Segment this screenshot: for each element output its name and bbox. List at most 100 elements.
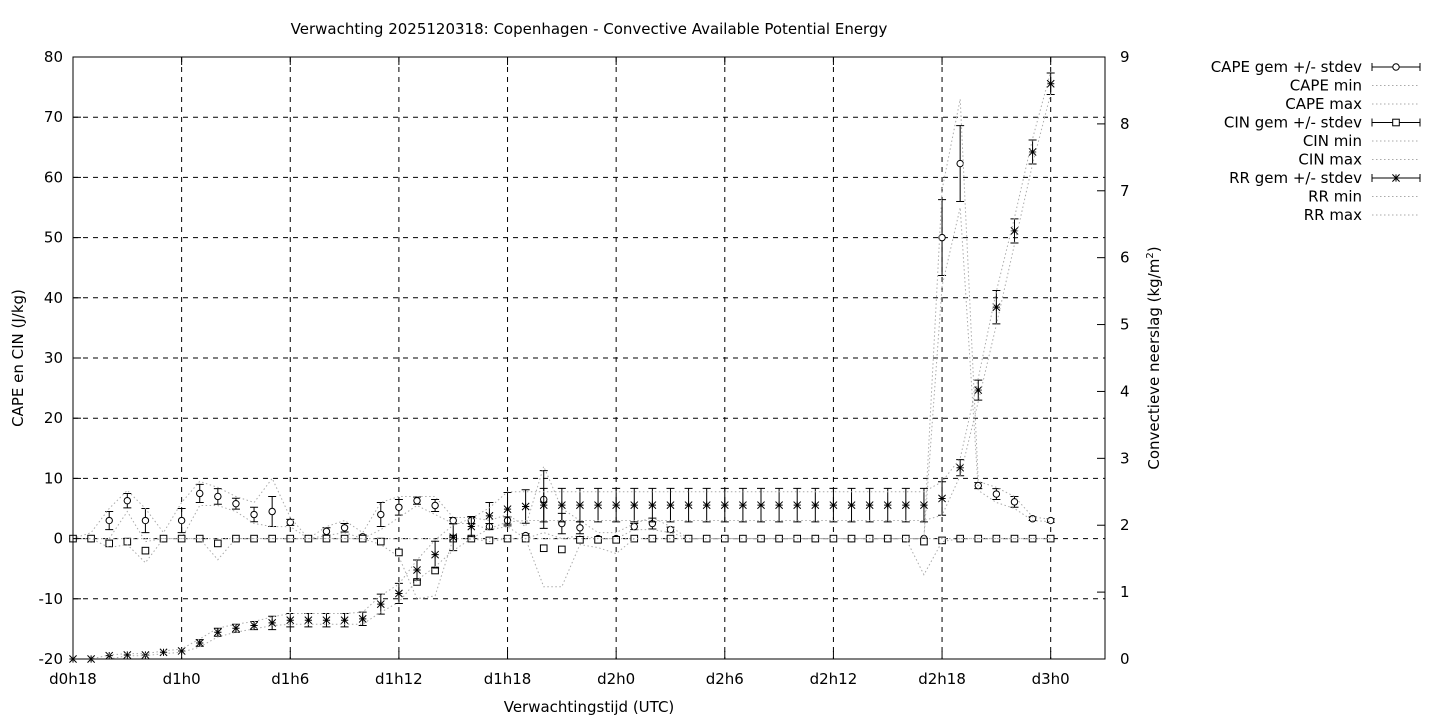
data-point-star: [630, 501, 639, 510]
series-line: [72, 99, 1051, 540]
legend-label: CIN max: [1298, 151, 1362, 169]
legend-label: CIN min: [1303, 132, 1362, 150]
y2-axis-label: Convectieve neerslag (kg/m2): [1145, 246, 1163, 469]
data-point-star: [195, 638, 204, 647]
data-point-star: [485, 511, 494, 520]
data-point-square: [558, 545, 566, 554]
data-point-circle: [992, 490, 1001, 498]
data-point-star: [1392, 174, 1400, 182]
data-point-square: [883, 534, 892, 543]
data-point-star: [738, 501, 747, 510]
data-point-star: [612, 501, 621, 510]
data-point-square: [1046, 534, 1055, 543]
data-point-star: [286, 616, 295, 625]
series-line: [73, 93, 1052, 660]
legend-label: CAPE max: [1285, 95, 1362, 113]
y-tick-label: 50: [44, 229, 63, 247]
series-cin-min: [73, 538, 1051, 600]
y-tick-label: 70: [44, 108, 63, 126]
y2-axis-label-sup: 2: [1145, 252, 1156, 258]
series-line: [73, 71, 1052, 660]
data-point-star: [250, 621, 259, 630]
x-tick-label: d1h0: [163, 670, 201, 688]
y2-tick-label: 9: [1120, 48, 1130, 66]
series-cape-max: [72, 99, 1051, 540]
y-tick-label: 30: [44, 349, 63, 367]
data-point-circle: [377, 510, 385, 519]
data-point-circle: [105, 516, 113, 525]
x-tick-label: d2h0: [597, 670, 635, 688]
data-point-star: [503, 505, 512, 514]
data-point-star: [938, 494, 947, 503]
data-point-star: [974, 386, 983, 395]
legend-label: RR min: [1308, 188, 1362, 206]
x-tick-label: d1h18: [484, 670, 532, 688]
data-point-star: [431, 550, 440, 559]
data-point-star: [684, 501, 693, 510]
data-point-star: [521, 502, 530, 511]
data-point-star: [467, 522, 476, 531]
x-tick-label: d2h18: [918, 670, 966, 688]
data-point-square: [123, 537, 132, 546]
data-point-circle: [286, 518, 294, 527]
chart-title: Verwachting 2025120318: Copenhagen - Con…: [291, 20, 888, 38]
data-point-star: [775, 501, 784, 510]
x-tick-label: d1h12: [375, 670, 423, 688]
y2-tick-label: 2: [1120, 516, 1130, 534]
data-point-square: [141, 546, 150, 555]
data-point-star: [394, 589, 403, 598]
data-point-square: [214, 539, 222, 548]
data-point-star: [865, 501, 874, 510]
data-point-square: [503, 534, 512, 543]
y-tick-label: -10: [39, 590, 64, 608]
data-point-star: [358, 614, 367, 623]
data-point-circle: [1046, 516, 1055, 525]
x-tick-label: d3h0: [1032, 670, 1070, 688]
data-point-star: [1010, 226, 1019, 235]
data-point-star: [322, 616, 331, 625]
y2-axis-label-main: Convectieve neerslag (kg/m: [1145, 259, 1163, 470]
y-tick-label: 80: [44, 48, 63, 66]
data-point-circle: [431, 501, 439, 510]
data-point-star: [159, 648, 168, 657]
data-point-circle: [123, 496, 132, 505]
y2-tick-label: 8: [1120, 115, 1130, 133]
data-point-circle: [250, 510, 258, 519]
x-tick-label: d2h6: [706, 670, 744, 688]
series-rr-max: [73, 71, 1052, 660]
data-point-square: [539, 544, 548, 553]
axes: d0h18 d1h0 d1h6 d1h12 d1h18 d2h0 d2h6 d2h12 d2h1…: [39, 48, 1130, 688]
data-point-circle: [630, 522, 638, 531]
y2-axis-label-end: ): [1145, 246, 1163, 252]
y2-tick-label: 3: [1120, 449, 1130, 467]
y-tick-label: 20: [44, 409, 63, 427]
data-point-circle: [413, 496, 421, 505]
legend-label: CIN gem +/- stdev: [1224, 114, 1362, 132]
data-point-star: [1028, 148, 1037, 156]
data-point-square: [811, 534, 820, 543]
data-point-star: [575, 501, 584, 510]
data-point-star: [141, 651, 150, 659]
data-point-star: [956, 463, 965, 472]
data-point-star: [702, 501, 711, 510]
y2-tick-label: 0: [1120, 650, 1130, 668]
data-point-square: [938, 536, 946, 545]
data-point-star: [1046, 79, 1055, 88]
data-point-star: [105, 651, 114, 660]
data-point-square: [485, 536, 494, 545]
series-layer: [69, 71, 1055, 663]
y2-tick-label: 1: [1120, 583, 1130, 601]
data-point-star: [413, 566, 421, 574]
data-point-star: [231, 624, 240, 633]
x-tick-label: d1h6: [271, 670, 309, 688]
legend-label: RR gem +/- stdev: [1229, 169, 1362, 187]
y2-tick-label: 7: [1120, 182, 1130, 200]
data-point-star: [757, 501, 765, 510]
data-point-circle: [322, 527, 331, 536]
data-point-circle: [666, 525, 675, 534]
data-point-square: [376, 537, 385, 546]
data-point-circle: [141, 516, 150, 525]
data-point-circle: [214, 492, 222, 501]
